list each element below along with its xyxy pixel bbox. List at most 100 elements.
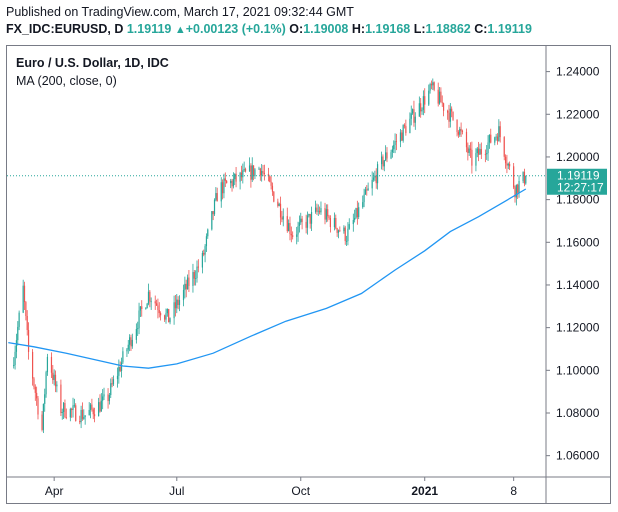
candle-body bbox=[451, 108, 453, 112]
candle-body bbox=[424, 96, 426, 105]
candle-body bbox=[310, 212, 313, 224]
candle-body bbox=[168, 308, 170, 323]
candle-body bbox=[54, 374, 57, 387]
candle-body bbox=[297, 226, 299, 235]
candle-body bbox=[292, 235, 294, 237]
candle-body bbox=[25, 302, 27, 316]
candle-body bbox=[281, 217, 283, 220]
candle-body bbox=[498, 126, 500, 142]
candle-body bbox=[254, 169, 256, 177]
candle-body bbox=[211, 211, 213, 230]
candle-body bbox=[478, 148, 480, 155]
candle-body bbox=[329, 218, 331, 228]
y-tick-label: 1.06000 bbox=[556, 449, 600, 463]
candle-body bbox=[192, 272, 194, 286]
symbol-line: FX_IDC:EURUSD, D 1.19119 ▲+0.00123 (+0.1… bbox=[6, 22, 532, 36]
candle-body bbox=[110, 383, 112, 396]
x-tick-label: Apr bbox=[45, 484, 64, 498]
candle-body bbox=[317, 210, 319, 212]
chart-frame[interactable] bbox=[6, 45, 611, 504]
candle-body bbox=[261, 170, 263, 176]
candle-body bbox=[60, 384, 62, 413]
candle-body bbox=[356, 208, 358, 218]
candle-body bbox=[333, 217, 336, 228]
candle-body bbox=[250, 165, 252, 180]
candle-body bbox=[496, 136, 499, 142]
candle-body bbox=[216, 193, 218, 202]
candle-body bbox=[413, 109, 415, 123]
candle-body bbox=[46, 356, 49, 373]
candle-body bbox=[182, 290, 185, 301]
ma200-line bbox=[8, 188, 527, 369]
candle-body bbox=[364, 189, 367, 195]
candle-body bbox=[503, 137, 505, 157]
candle-body bbox=[222, 182, 224, 194]
candle-body bbox=[259, 168, 261, 176]
candle-body bbox=[178, 300, 181, 305]
candle-body bbox=[139, 306, 142, 311]
candle-body bbox=[385, 152, 387, 161]
candle-body bbox=[471, 149, 473, 166]
candle-body bbox=[83, 416, 85, 419]
candle-body bbox=[509, 163, 511, 167]
candle-body bbox=[23, 285, 26, 303]
candle-body bbox=[146, 303, 148, 309]
candle-body bbox=[288, 223, 290, 232]
x-tick-label: 2021 bbox=[411, 484, 438, 498]
candle-body bbox=[203, 252, 205, 255]
candle-body bbox=[468, 148, 470, 153]
candle-body bbox=[336, 228, 338, 233]
candle-body bbox=[327, 209, 329, 217]
candle-body bbox=[98, 402, 100, 417]
candle-body bbox=[278, 203, 280, 206]
candle-body bbox=[138, 310, 140, 329]
candle-body bbox=[314, 207, 317, 213]
y-tick-label: 1.24000 bbox=[556, 65, 600, 79]
candle-body bbox=[441, 102, 443, 104]
candle-body bbox=[401, 132, 403, 141]
candle-body bbox=[158, 310, 160, 314]
candle-body bbox=[224, 178, 226, 181]
open-label: O: bbox=[289, 22, 304, 36]
candle-body bbox=[306, 215, 309, 228]
candle-body bbox=[14, 351, 16, 365]
x-tick-label: Oct bbox=[291, 484, 310, 498]
candle-body bbox=[42, 403, 44, 430]
candle-body bbox=[120, 362, 123, 371]
candle-body bbox=[411, 109, 414, 114]
candle-body bbox=[235, 173, 237, 182]
candle-body bbox=[405, 126, 407, 134]
candle-body bbox=[102, 396, 104, 401]
candle-body bbox=[240, 172, 243, 178]
low-label: L: bbox=[413, 22, 426, 36]
candle-body bbox=[316, 207, 318, 212]
candle-body bbox=[15, 340, 18, 352]
candle-body bbox=[382, 156, 384, 167]
candle-body bbox=[258, 168, 260, 170]
candle-body bbox=[18, 312, 20, 327]
candle-body bbox=[367, 188, 369, 191]
candle-body bbox=[442, 103, 445, 111]
candle-body bbox=[130, 337, 132, 347]
candle-body bbox=[262, 170, 264, 173]
candle-body bbox=[277, 201, 279, 206]
candle-body bbox=[456, 119, 458, 132]
candle-body bbox=[166, 308, 168, 314]
candle-body bbox=[386, 152, 388, 159]
candle-body bbox=[61, 411, 63, 413]
candle-body bbox=[480, 148, 482, 155]
y-tick-label: 1.18000 bbox=[556, 193, 600, 207]
candle-body bbox=[92, 409, 94, 415]
candle-body bbox=[394, 140, 396, 146]
candle-body bbox=[45, 372, 47, 395]
candle-body bbox=[155, 303, 158, 306]
candle-body bbox=[176, 299, 178, 309]
candle-body bbox=[99, 402, 101, 412]
candle-body bbox=[112, 379, 115, 385]
candle-body bbox=[185, 283, 187, 290]
candle-body bbox=[289, 223, 291, 234]
candle-body bbox=[467, 147, 469, 153]
candle-body bbox=[173, 302, 175, 319]
candle-body bbox=[108, 395, 111, 402]
